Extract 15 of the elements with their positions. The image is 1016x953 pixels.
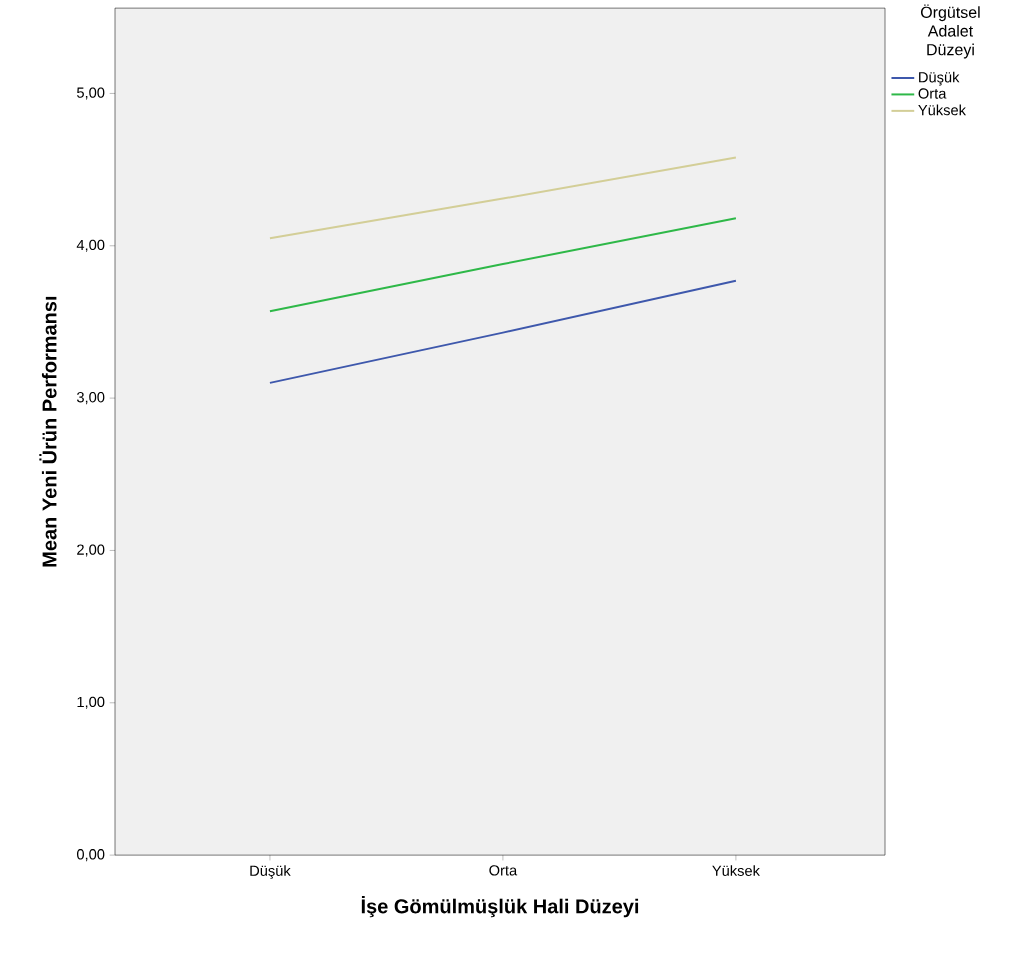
- y-tick-label: 5,00: [77, 87, 105, 100]
- x-tick-label: Yüksek: [712, 865, 760, 876]
- legend-label: Yüksek: [918, 104, 967, 116]
- legend-label: Düşük: [919, 71, 960, 86]
- y-tick-label: 2,00: [77, 544, 105, 557]
- legend-title: Örgütsel Adalet Düzeyi: [920, 4, 980, 59]
- y-tick-label: 4,00: [76, 239, 105, 252]
- y-tick-label: 0,00: [76, 849, 105, 862]
- x-tick-label: Düşük: [250, 865, 291, 879]
- y-tick-label: 1,00: [77, 696, 105, 709]
- y-axis-title: Mean Yeni Ürün Performansı: [39, 296, 57, 567]
- x-axis-title: İşe Gömülmüşlük Hali Düzeyi: [361, 896, 639, 918]
- x-tick-label: Orta: [489, 865, 518, 876]
- y-tick-label: 3,00: [76, 392, 105, 405]
- legend-label: Orta: [918, 88, 947, 99]
